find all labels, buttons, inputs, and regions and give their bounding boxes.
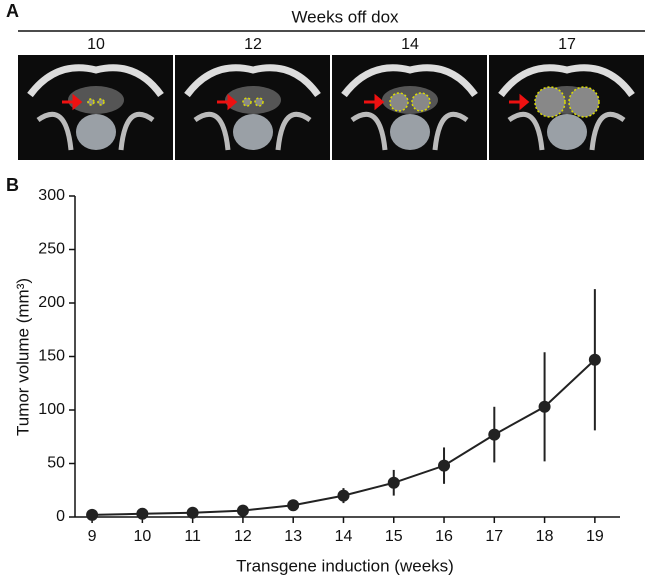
y-axis-label: Tumor volume (mm³) [13,278,32,436]
y-tick-label: 300 [38,187,65,204]
tumor-outline [411,92,431,112]
y-tick-label: 200 [38,294,65,311]
skull [184,64,321,98]
skull [589,111,626,151]
brainstem [233,114,273,150]
skull [341,64,478,98]
arrow [217,93,238,111]
skull [498,64,635,98]
x-tick-label: 17 [485,528,503,545]
skull [27,64,164,98]
panel-title: Weeks off dox [291,7,399,26]
skull [507,111,545,151]
x-tick-label: 9 [88,528,97,545]
column-label: 17 [558,36,576,53]
point [588,353,601,366]
x-tick-label: 11 [184,528,201,545]
x-tick-label: 18 [536,528,554,545]
panel-label: A [6,1,19,21]
point [488,428,501,441]
point [236,504,249,517]
point [186,506,199,519]
skull [350,111,388,151]
skull [275,111,312,151]
panel-label: B [6,175,19,195]
tissue [68,86,124,114]
tumor-outline [534,86,566,118]
brainstem [390,114,430,150]
tumor-outline [254,97,264,107]
point [337,489,350,502]
tumor-outline [242,97,252,107]
point [538,400,551,413]
x-tick-label: 15 [385,528,403,545]
mri-images [18,55,644,160]
column-label: 12 [244,36,262,53]
tumor-outline [87,98,95,106]
tumor-outline [97,98,105,106]
column-label: 14 [401,36,419,53]
skull [118,111,155,151]
arrow [509,93,530,111]
tumor-outline [389,92,409,112]
y-tick-label: 0 [56,508,65,525]
y-tick-label: 150 [38,348,65,365]
point [136,507,149,520]
column-label: 10 [87,36,105,53]
x-tick-label: 12 [234,528,252,545]
skull [193,111,231,151]
y-tick-label: 50 [47,455,65,472]
y-tick-label: 250 [38,241,65,258]
point [86,508,99,521]
tumor-outline [568,86,600,118]
x-tick-label: 10 [133,528,151,545]
x-tick-label: 14 [335,528,353,545]
skull [432,111,469,151]
x-axis-label: Transgene induction (weeks) [236,556,454,575]
y-tick-label: 100 [38,401,65,418]
skull [36,111,74,151]
arrow [62,93,83,111]
tissue [225,86,281,114]
point [438,459,451,472]
x-tick-label: 13 [284,528,302,545]
x-tick-label: 16 [435,528,453,545]
point [387,476,400,489]
point [287,499,300,512]
arrow [364,93,385,111]
brainstem [76,114,116,150]
x-tick-label: 19 [586,528,604,545]
brainstem [547,114,587,150]
